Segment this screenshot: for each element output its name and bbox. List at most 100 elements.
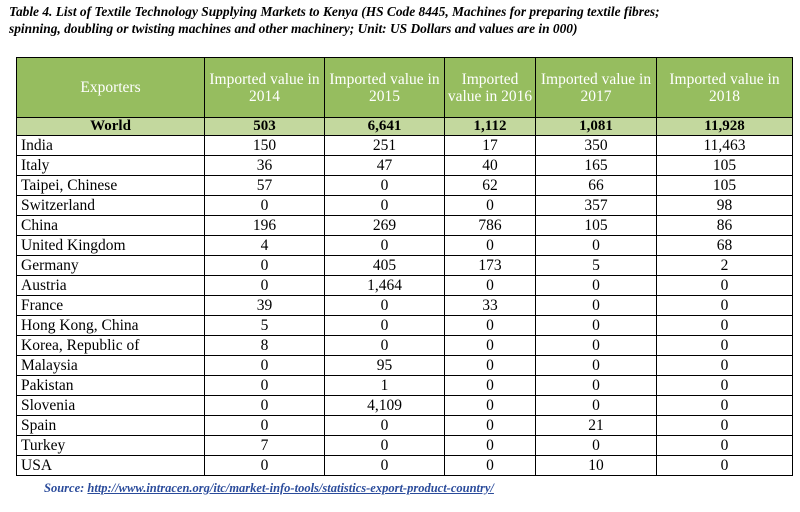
table-caption: Table 4. List of Textile Technology Supp… — [9, 3, 794, 37]
table-row: Malaysia 0 95 0 0 0 — [16, 355, 793, 376]
value-cell: 0 — [656, 415, 793, 436]
caption-line-1: Table 4. List of Textile Technology Supp… — [9, 4, 660, 19]
header-2016: Imported value in 2016 — [444, 57, 536, 118]
value-cell: 251 — [324, 135, 445, 156]
world-row: World 503 6,641 1,112 1,081 11,928 — [16, 117, 793, 136]
header-2015: Imported value in 2015 — [324, 57, 445, 118]
source-label: Source: — [44, 481, 85, 495]
table-row: Korea, Republic of 8 0 0 0 0 — [16, 335, 793, 356]
exporter-name: United Kingdom — [16, 235, 205, 256]
value-cell: 8 — [204, 335, 325, 356]
value-cell: 1 — [324, 375, 445, 396]
value-cell: 36 — [204, 155, 325, 176]
table-row: USA 0 0 0 10 0 — [16, 455, 793, 476]
table-row: Austria 0 1,464 0 0 0 — [16, 275, 793, 296]
value-cell: 0 — [444, 355, 536, 376]
value-cell: 4,109 — [324, 395, 445, 416]
value-cell: 357 — [535, 195, 657, 216]
value-cell: 0 — [444, 335, 536, 356]
value-cell: 0 — [444, 375, 536, 396]
header-exporters: Exporters — [16, 57, 205, 118]
value-cell: 11,463 — [656, 135, 793, 156]
table-row: France 39 0 33 0 0 — [16, 295, 793, 316]
value-cell: 350 — [535, 135, 657, 156]
value-cell: 0 — [444, 435, 536, 456]
value-cell: 786 — [444, 215, 536, 236]
exporter-name: France — [16, 295, 205, 316]
exporter-name: Austria — [16, 275, 205, 296]
value-cell: 0 — [656, 335, 793, 356]
value-cell: 62 — [444, 175, 536, 196]
value-cell: 0 — [656, 435, 793, 456]
table-row: Germany 0 405 173 5 2 — [16, 255, 793, 276]
exporter-name: Switzerland — [16, 195, 205, 216]
value-cell: 66 — [535, 175, 657, 196]
world-2017: 1,081 — [535, 117, 657, 136]
exporter-name: China — [16, 215, 205, 236]
value-cell: 0 — [324, 455, 445, 476]
source-link[interactable]: http://www.intracen.org/itc/market-info-… — [87, 481, 494, 495]
exporter-name: Taipei, Chinese — [16, 175, 205, 196]
value-cell: 0 — [656, 375, 793, 396]
value-cell: 0 — [324, 195, 445, 216]
world-2016: 1,112 — [444, 117, 536, 136]
markets-table: Exporters Imported value in 2014 Importe… — [16, 57, 793, 476]
value-cell: 105 — [535, 215, 657, 236]
value-cell: 0 — [324, 235, 445, 256]
source-note: Source: http://www.intracen.org/itc/mark… — [44, 481, 494, 496]
value-cell: 196 — [204, 215, 325, 236]
value-cell: 39 — [204, 295, 325, 316]
world-label: World — [16, 117, 205, 136]
value-cell: 0 — [656, 395, 793, 416]
value-cell: 0 — [656, 355, 793, 376]
value-cell: 150 — [204, 135, 325, 156]
header-2018: Imported value in 2018 — [656, 57, 793, 118]
value-cell: 0 — [324, 295, 445, 316]
value-cell: 5 — [204, 315, 325, 336]
value-cell: 17 — [444, 135, 536, 156]
value-cell: 0 — [324, 335, 445, 356]
value-cell: 0 — [535, 375, 657, 396]
value-cell: 0 — [444, 195, 536, 216]
value-cell: 0 — [656, 295, 793, 316]
value-cell: 0 — [656, 315, 793, 336]
value-cell: 1,464 — [324, 275, 445, 296]
value-cell: 0 — [444, 455, 536, 476]
exporter-name: Pakistan — [16, 375, 205, 396]
header-2014: Imported value in 2014 — [204, 57, 325, 118]
value-cell: 0 — [204, 255, 325, 276]
value-cell: 165 — [535, 155, 657, 176]
exporter-name: Spain — [16, 415, 205, 436]
value-cell: 4 — [204, 235, 325, 256]
value-cell: 269 — [324, 215, 445, 236]
value-cell: 40 — [444, 155, 536, 176]
value-cell: 0 — [535, 335, 657, 356]
table-row: China 196 269 786 105 86 — [16, 215, 793, 236]
table-row: Turkey 7 0 0 0 0 — [16, 435, 793, 456]
value-cell: 21 — [535, 415, 657, 436]
exporter-name: Germany — [16, 255, 205, 276]
value-cell: 0 — [535, 295, 657, 316]
value-cell: 0 — [324, 435, 445, 456]
value-cell: 0 — [204, 275, 325, 296]
value-cell: 0 — [444, 235, 536, 256]
value-cell: 33 — [444, 295, 536, 316]
value-cell: 0 — [324, 415, 445, 436]
table-row: Switzerland 0 0 0 357 98 — [16, 195, 793, 216]
value-cell: 10 — [535, 455, 657, 476]
value-cell: 0 — [204, 415, 325, 436]
value-cell: 105 — [656, 175, 793, 196]
value-cell: 86 — [656, 215, 793, 236]
value-cell: 0 — [444, 415, 536, 436]
table-row: United Kingdom 4 0 0 0 68 — [16, 235, 793, 256]
exporter-name: Slovenia — [16, 395, 205, 416]
table-row: Pakistan 0 1 0 0 0 — [16, 375, 793, 396]
value-cell: 0 — [324, 315, 445, 336]
value-cell: 0 — [324, 175, 445, 196]
value-cell: 0 — [535, 315, 657, 336]
exporter-name: USA — [16, 455, 205, 476]
value-cell: 173 — [444, 255, 536, 276]
table-row: Italy 36 47 40 165 105 — [16, 155, 793, 176]
value-cell: 98 — [656, 195, 793, 216]
exporter-name: Hong Kong, China — [16, 315, 205, 336]
